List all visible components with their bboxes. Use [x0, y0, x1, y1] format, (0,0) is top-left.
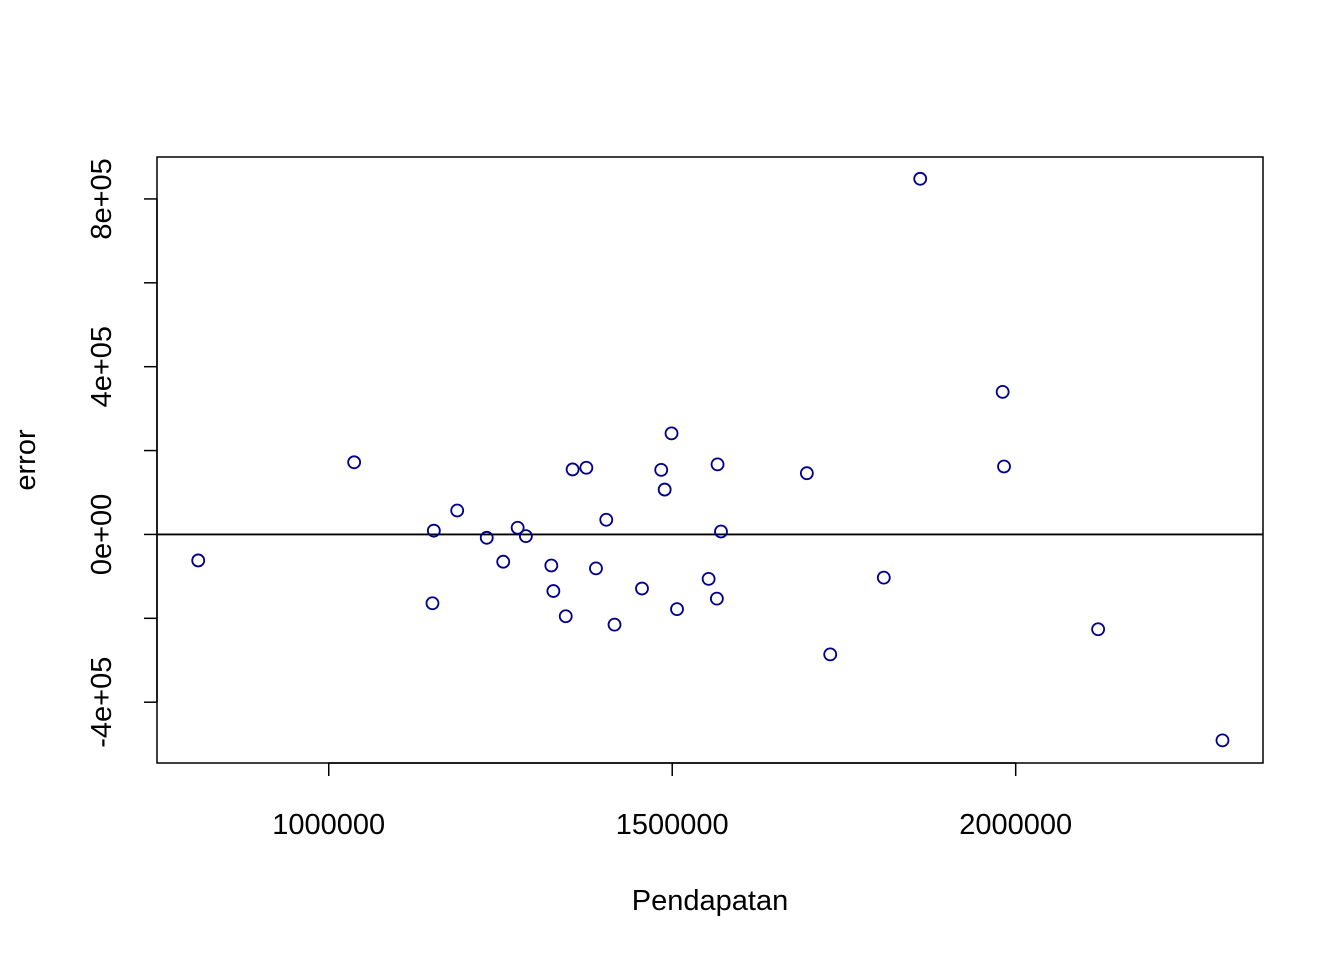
data-point: [450, 503, 465, 518]
data-point: [558, 609, 573, 624]
data-point: [426, 523, 441, 538]
y-tick-label: 4e+05: [86, 326, 118, 407]
x-tick-label: 2000000: [959, 809, 1072, 841]
data-point: [701, 571, 716, 586]
data-point: [654, 462, 669, 477]
data-point: [709, 591, 724, 606]
data-point: [714, 524, 728, 539]
data-point: [546, 584, 561, 598]
data-point: [913, 171, 928, 186]
data-point: [710, 457, 725, 472]
x-tick-label: 1500000: [616, 809, 729, 841]
data-point: [876, 570, 891, 585]
data-point: [425, 596, 440, 611]
data-point: [664, 426, 679, 441]
data-point: [479, 530, 494, 545]
data-point: [579, 460, 594, 475]
data-point: [599, 512, 614, 527]
y-tick-label: -4e+05: [86, 657, 118, 748]
data-point: [997, 459, 1011, 474]
y-axis: -4e+05 0e+00 4e+05 8e+05: [86, 158, 158, 748]
data-point: [510, 520, 525, 535]
x-axis-label: Pendapatan: [632, 885, 788, 917]
data-point: [565, 462, 580, 477]
data-point: [1215, 733, 1230, 748]
data-point: [670, 602, 684, 616]
data-point: [995, 384, 1010, 399]
data-point: [544, 558, 559, 573]
data-point: [518, 529, 533, 544]
data-point: [607, 617, 622, 632]
plot-frame: [156, 156, 1264, 764]
data-point: [657, 482, 672, 497]
data-point: [1091, 622, 1106, 637]
y-axis-label: error: [10, 429, 42, 491]
data-point: [823, 647, 838, 662]
x-axis: 1000000 1500000 2000000: [272, 762, 1072, 841]
data-point: [799, 466, 814, 481]
data-point: [635, 581, 649, 596]
plot-area: [157, 171, 1263, 748]
y-tick-label: 0e+00: [86, 494, 118, 575]
data-point: [589, 561, 603, 576]
x-tick-label: 1000000: [272, 809, 385, 841]
y-tick-label: 8e+05: [86, 158, 118, 239]
data-point: [347, 455, 362, 470]
data-point: [496, 554, 511, 569]
data-point: [191, 553, 206, 568]
